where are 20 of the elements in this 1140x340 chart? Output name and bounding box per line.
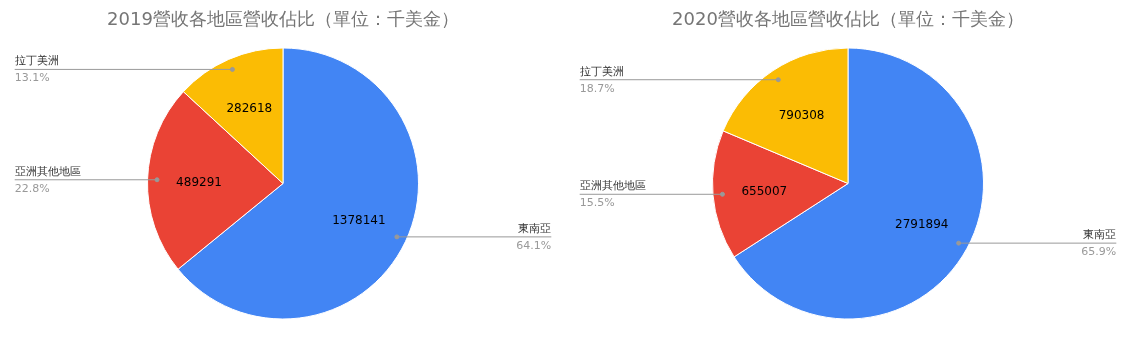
text: 18.7% <box>579 81 615 95</box>
text: 64.1% <box>516 238 552 252</box>
text: 22.8% <box>14 181 50 195</box>
chart-title: 2020營收各地區營收佔比（單位：千美金） <box>672 7 1024 29</box>
data-label: 282618 <box>226 100 273 115</box>
slice-label: 亞洲其他地區 <box>14 164 81 178</box>
text: 15.5% <box>579 196 615 210</box>
data-label: 790308 <box>778 107 825 122</box>
chart-title: 2019營收各地區營收佔比（單位：千美金） <box>107 7 459 29</box>
text: 13.1% <box>14 71 50 85</box>
slice-label: 東南亞 <box>1083 228 1117 242</box>
data-label: 655007 <box>741 184 788 199</box>
text: 65.9% <box>1081 245 1117 259</box>
slice-label: 拉丁美洲 <box>14 54 59 68</box>
data-label: 2791894 <box>895 216 949 231</box>
slice-label: 亞洲其他地區 <box>579 179 646 193</box>
data-label: 1378141 <box>332 212 386 227</box>
slice-label: 拉丁美洲 <box>579 64 624 78</box>
data-label: 489291 <box>176 174 222 189</box>
slice-label: 東南亞 <box>518 221 552 235</box>
